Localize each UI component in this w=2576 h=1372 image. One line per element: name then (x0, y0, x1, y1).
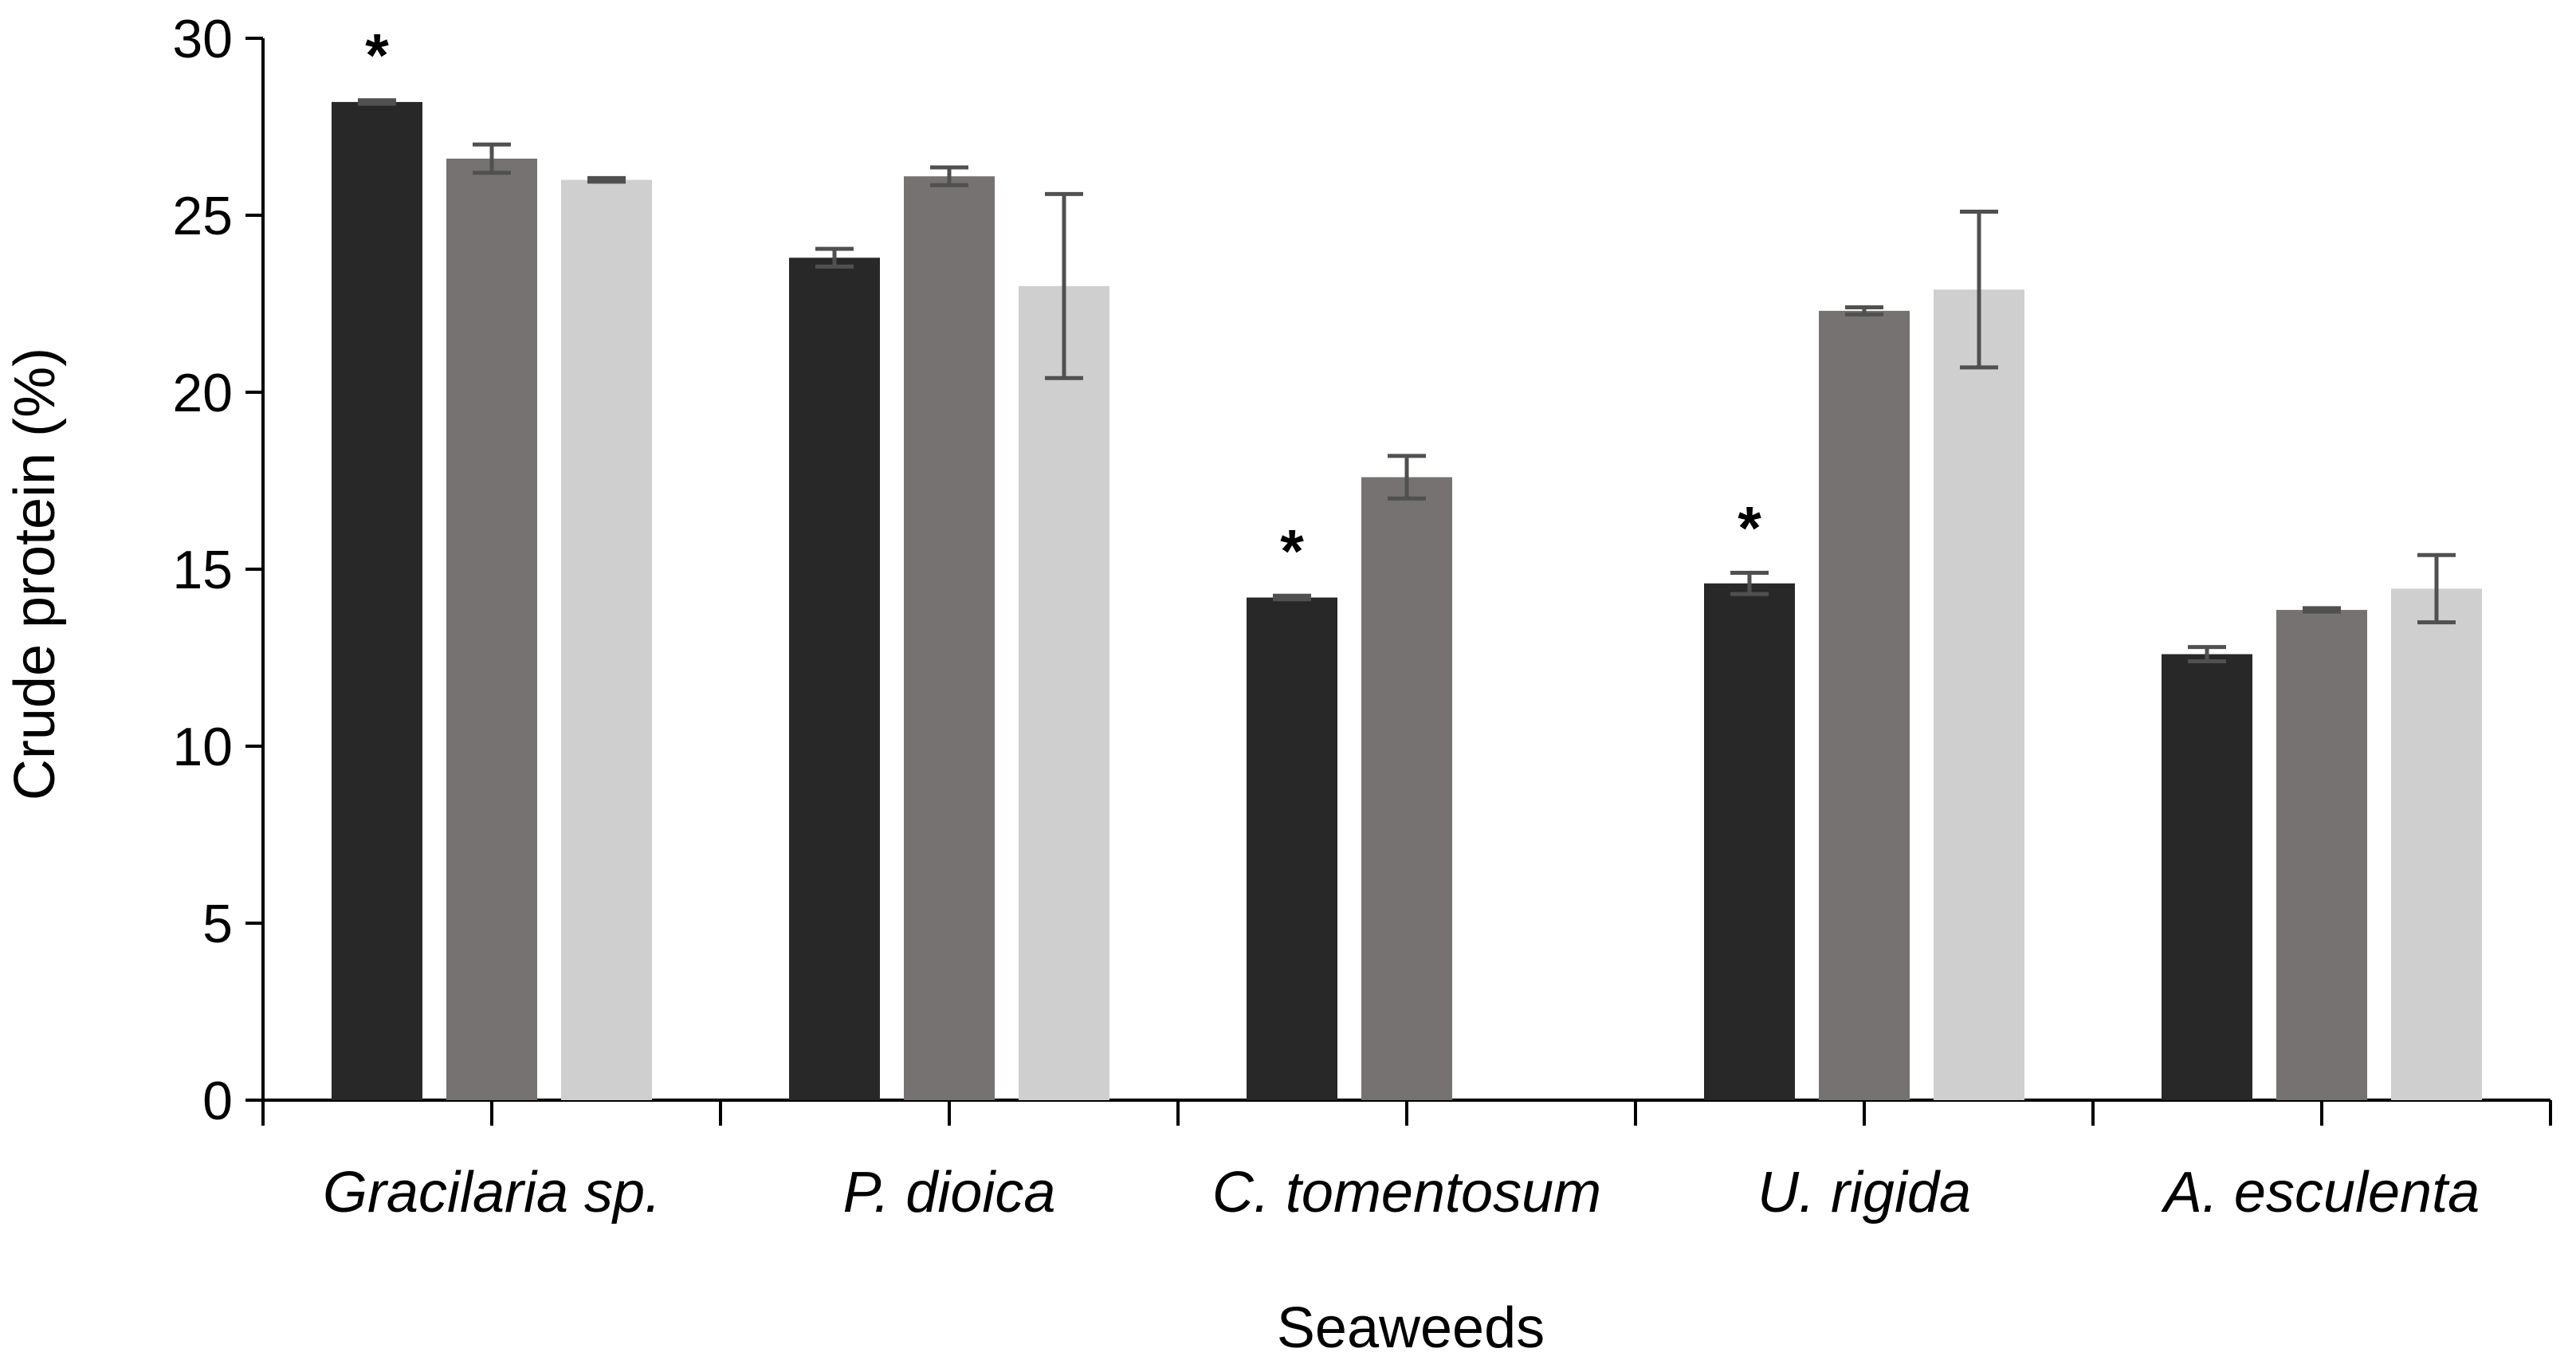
x-axis: Gracilaria sp. P. dioica C. tomentosum U. r… (261, 1099, 2552, 1225)
x-tick-label: Gracilaria sp. (323, 1161, 661, 1225)
error-bar (1273, 593, 1311, 602)
error-bar (815, 246, 854, 269)
x-tick-label: U. rigida (1757, 1161, 1971, 1225)
y-tick-label: 20 (172, 363, 233, 423)
x-tick-label: P. dioica (843, 1161, 1056, 1225)
significance-markers: * * * (365, 22, 1761, 586)
bars (332, 101, 2482, 1101)
significance-asterisk: * (365, 22, 389, 90)
error-bar (587, 175, 626, 184)
bar-a-esculenta-series-3 (2391, 588, 2482, 1100)
bar-gracilaria-sp-series-3 (561, 179, 652, 1101)
y-tick-label: 5 (202, 894, 233, 954)
error-bar (2188, 645, 2226, 663)
error-bar (473, 142, 511, 175)
y-tick-label: 10 (172, 717, 233, 777)
bar-gracilaria-sp-series-1 (332, 101, 422, 1100)
error-bar (1730, 570, 1769, 596)
significance-asterisk: * (1738, 494, 1761, 562)
y-tick-label: 15 (172, 540, 233, 600)
y-tick-label: 0 (202, 1071, 233, 1131)
x-tick-label: A. esculenta (2161, 1161, 2480, 1225)
bar-c-tomentosum-series-1 (1247, 597, 1337, 1100)
bar-p-dioica-series-3 (1019, 285, 1109, 1100)
error-bar (2303, 606, 2341, 614)
bar-gracilaria-sp-series-2 (446, 158, 537, 1101)
y-axis-title: Crude protein (%) (3, 348, 67, 800)
error-bar (1045, 191, 1083, 380)
significance-asterisk: * (1280, 517, 1304, 585)
error-bar (1845, 305, 1883, 316)
y-tick-label: 25 (172, 186, 233, 246)
y-tick-label: 30 (172, 9, 233, 69)
error-bar (1960, 210, 1998, 370)
error-bar (2417, 552, 2456, 625)
bar-p-dioica-series-2 (904, 176, 995, 1100)
bar-a-esculenta-series-2 (2276, 610, 2367, 1100)
bar-u-rigida-series-1 (1704, 583, 1795, 1100)
error-bars (358, 98, 2456, 663)
x-axis-title: Seaweeds (1277, 1296, 1545, 1360)
bar-c-tomentosum-series-2 (1361, 477, 1452, 1100)
x-tick-label: C. tomentosum (1212, 1161, 1601, 1225)
error-bar (1388, 454, 1426, 501)
bar-u-rigida-series-3 (1934, 289, 2024, 1100)
error-bar (358, 98, 396, 106)
y-axis: 0 5 10 15 20 25 30 (172, 9, 265, 1131)
bar-u-rigida-series-2 (1819, 310, 1910, 1100)
error-bar (930, 165, 968, 187)
bar-a-esculenta-series-1 (2162, 654, 2252, 1100)
bar-p-dioica-series-1 (789, 257, 880, 1100)
